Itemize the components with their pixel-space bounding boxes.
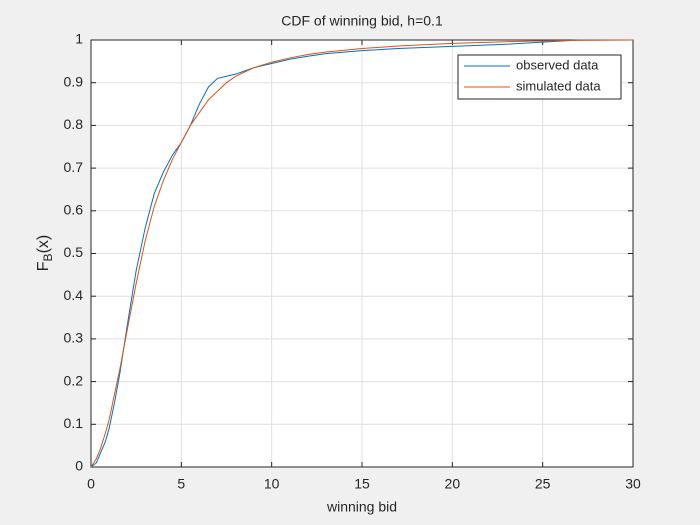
y-tick-label: 1 [75,31,83,47]
y-tick-label: 0.5 [64,244,84,260]
axes-box [90,39,634,468]
x-tick-label: 0 [87,476,95,492]
x-tick-label: 10 [264,476,280,492]
y-label-main: F [35,261,52,271]
y-tick-label: 0.7 [64,159,84,175]
x-tick-label: 30 [625,476,641,492]
x-tick-label: 20 [445,476,461,492]
x-tick-label: 15 [354,476,370,492]
y-tick-label: 0.9 [64,73,84,89]
y-tick-label: 0.4 [64,287,84,303]
y-tick-label: 0.1 [64,415,84,431]
y-label-rest: (x) [35,235,52,254]
legend-label: observed data [516,57,599,72]
chart-title: CDF of winning bid, h=0.1 [281,13,443,29]
legend: observed data simulated data [457,54,622,100]
data-line [90,39,634,468]
x-tick-label: 25 [535,476,551,492]
legend-label: simulated data [516,78,601,93]
y-label-sub: B [41,253,55,261]
legend-box [457,54,622,100]
x-axis-label: winning bid [326,499,397,515]
x-tick-label: 5 [177,476,185,492]
y-tick-label: 0.6 [64,202,84,218]
data-line [90,39,633,468]
y-tick-label: 0 [75,458,83,474]
y-tick-label: 0.3 [64,330,84,346]
y-axis-label: FB(x) [35,235,55,271]
y-tick-label: 0.2 [64,372,84,388]
y-tick-label: 0.8 [64,116,84,132]
